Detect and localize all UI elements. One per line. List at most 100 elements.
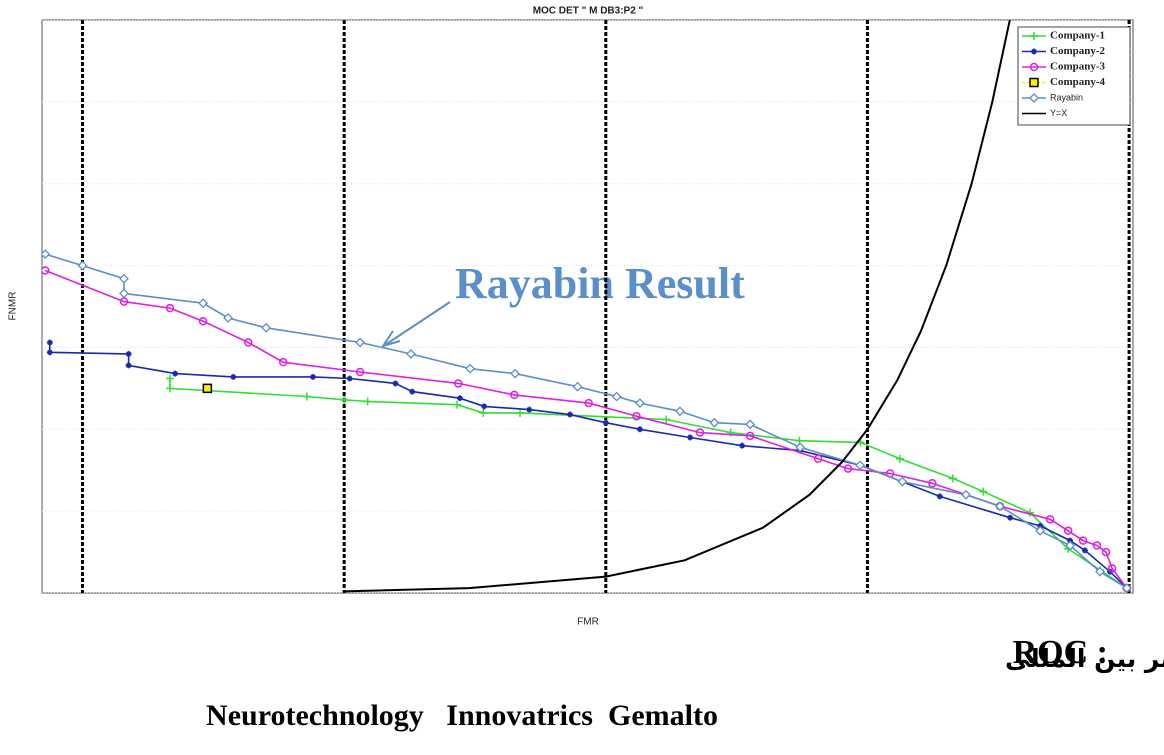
marker <box>979 487 988 496</box>
x-tick-label: 10⁻⁴ <box>73 598 92 608</box>
marker <box>125 350 132 357</box>
marker <box>602 419 609 426</box>
marker <box>456 395 463 402</box>
y-tick-label: 0.2 <box>24 260 38 271</box>
annotation: Rayabin Result <box>455 259 745 308</box>
marker <box>1092 541 1102 550</box>
marker <box>897 476 908 487</box>
marker <box>406 349 416 359</box>
legend-label: Rayabin <box>1050 92 1083 102</box>
series-line <box>44 253 1128 589</box>
marker <box>567 411 574 418</box>
marker <box>172 370 179 377</box>
marker <box>392 380 399 387</box>
marker <box>611 391 622 402</box>
series <box>202 383 213 394</box>
caption-roc: ROC : <box>1013 634 1108 671</box>
legend-label: Company-1 <box>1050 30 1105 42</box>
marker <box>1121 583 1132 593</box>
marker <box>1045 515 1055 524</box>
y-tick-label: 0.15 <box>19 342 39 353</box>
marker <box>510 368 520 379</box>
marker <box>1107 564 1117 573</box>
marker <box>309 373 316 380</box>
marker <box>1095 566 1105 577</box>
marker <box>516 408 525 417</box>
marker <box>709 417 720 428</box>
marker <box>1035 525 1046 536</box>
marker <box>695 428 705 437</box>
marker <box>165 303 175 313</box>
x-tick-label: 10⁻² <box>597 598 615 608</box>
legend-label: Company-4 <box>1050 76 1106 88</box>
marker <box>481 403 488 410</box>
marker <box>340 395 349 404</box>
marker <box>125 362 132 369</box>
series-line <box>344 20 1011 593</box>
y-tick-label: 0.25 <box>19 178 39 189</box>
marker <box>526 406 533 413</box>
marker <box>244 338 253 347</box>
marker <box>166 384 175 393</box>
marker <box>687 434 694 441</box>
x-tick-label: 10⁰ <box>1122 598 1136 608</box>
marker <box>813 454 823 464</box>
series <box>42 249 1132 593</box>
marker <box>1101 547 1111 557</box>
marker <box>230 373 237 380</box>
legend-marker <box>1029 62 1039 72</box>
marker <box>1078 536 1088 545</box>
marker <box>119 273 129 284</box>
marker <box>355 337 365 348</box>
marker <box>572 381 583 392</box>
marker <box>77 260 88 271</box>
legend-box <box>1017 26 1131 126</box>
series-line <box>44 269 1128 589</box>
marker <box>261 322 272 333</box>
marker <box>46 339 53 346</box>
marker <box>675 406 685 417</box>
marker <box>795 442 806 453</box>
marker <box>42 266 50 275</box>
legend-marker <box>1029 77 1039 88</box>
marker <box>995 501 1005 512</box>
marker <box>363 397 372 406</box>
plot: 0 0.05 0.1 0.15 0.2 0.25 0.3 0.35 10⁻⁴ 10⁻³ 10⁻² 10… <box>19 20 1136 608</box>
x-tick-label: 10⁻³ <box>335 598 353 608</box>
y-tick-label: 0 <box>32 588 38 599</box>
legend-label: Y=X <box>1050 108 1067 118</box>
marker <box>843 464 853 473</box>
marker <box>745 431 755 441</box>
marker <box>46 349 53 356</box>
marker <box>302 392 311 401</box>
marker <box>1007 514 1014 521</box>
marker <box>1063 526 1073 536</box>
marker <box>42 249 51 260</box>
marker <box>1065 540 1076 551</box>
y-tick-label: 0.05 <box>19 506 39 517</box>
legend-label: Company-3 <box>1050 61 1106 73</box>
marker <box>223 313 233 323</box>
marker <box>453 400 462 409</box>
marker <box>198 298 209 309</box>
marker <box>948 474 957 483</box>
marker <box>202 383 213 394</box>
legend-marker <box>1029 93 1039 103</box>
y-axis-label: FNMR <box>8 292 19 321</box>
plot-area <box>41 19 1134 594</box>
legend: Company-1 Company-2 Company-3 Company-4 Raya… <box>1017 26 1131 126</box>
y-tick-label: 0.1 <box>24 424 38 435</box>
marker <box>198 316 208 326</box>
x-axis-label: FMR <box>577 617 599 628</box>
marker <box>119 288 129 299</box>
marker <box>928 479 937 488</box>
marker <box>636 426 643 433</box>
legend-marker <box>1030 32 1038 40</box>
caption-persian: منحنی عملکرد محصول شرکت رایابین در مقابل… <box>1005 644 1164 674</box>
marker <box>510 390 519 400</box>
y-tick-label: 0.3 <box>24 96 38 107</box>
x-tick-label: 10⁻¹ <box>859 598 877 608</box>
marker <box>961 489 971 500</box>
marker <box>479 408 488 417</box>
